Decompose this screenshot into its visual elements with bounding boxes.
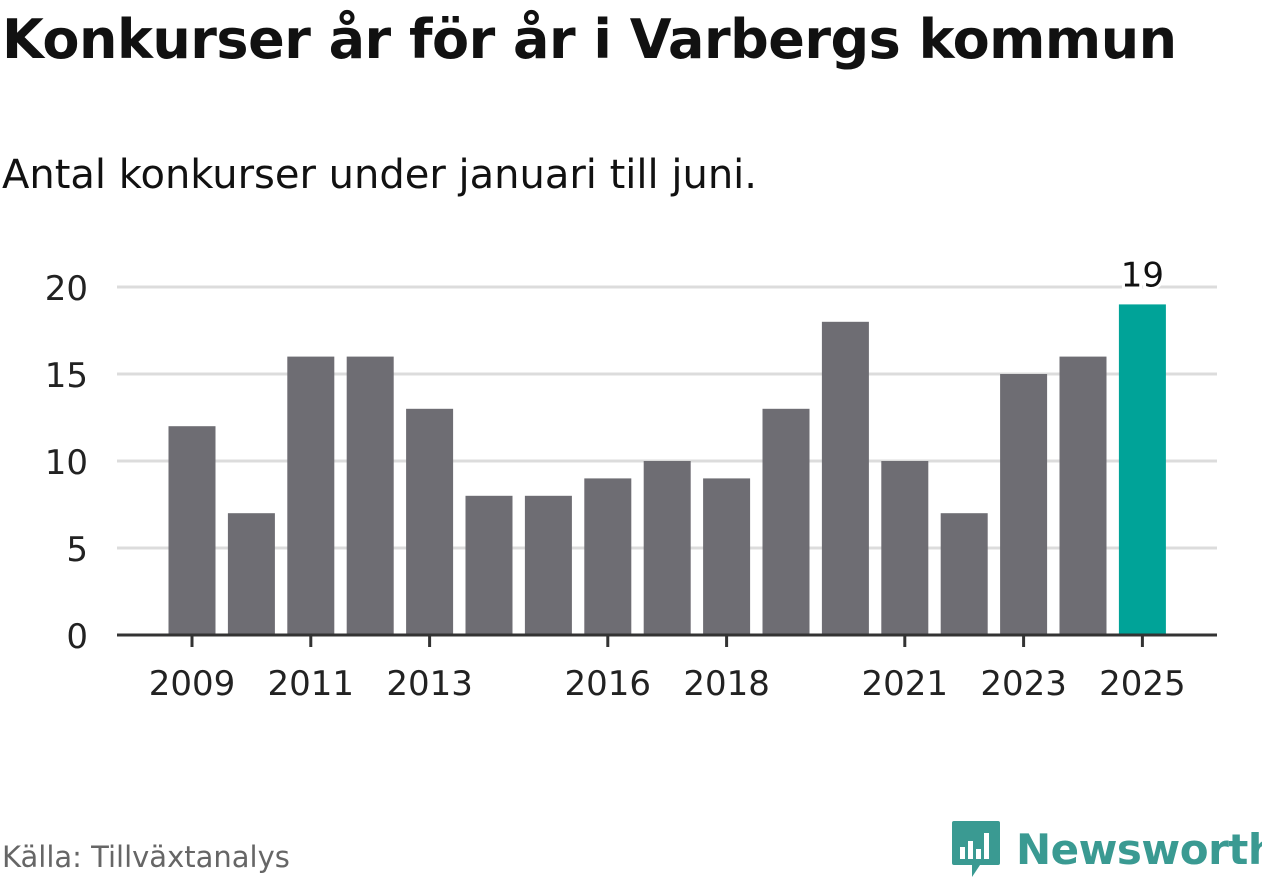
- x-tick-label: 2013: [386, 664, 473, 704]
- labels: 0 5 10 15 20 19 2009 2011 2013 2016 2018 2021 2023 20…: [45, 252, 1186, 704]
- bar: [168, 426, 216, 635]
- y-tick-label: 5: [66, 530, 88, 570]
- x-tick-label: 2011: [268, 664, 355, 704]
- data-label: 19: [1121, 255, 1164, 295]
- bar: [584, 478, 632, 635]
- brand-name: Newsworthy: [1016, 824, 1262, 874]
- bar: [703, 478, 751, 635]
- bar: [821, 321, 869, 635]
- bar: [1000, 374, 1048, 635]
- y-tick-label: 10: [45, 443, 88, 483]
- bar: [643, 461, 691, 635]
- x-tick-label: 2023: [980, 664, 1067, 704]
- bar: [287, 356, 335, 635]
- bar: [406, 408, 454, 635]
- bar: [346, 356, 394, 635]
- bar: [1118, 304, 1166, 635]
- chart-speech-bubble-icon: [950, 819, 1002, 879]
- y-tick-label: 0: [66, 617, 88, 657]
- bar: [1059, 356, 1107, 635]
- brand-logo: Newsworthy: [950, 818, 1262, 880]
- chart-subtitle: Antal konkurser under januari till juni.: [2, 152, 757, 198]
- bar: [881, 461, 929, 635]
- bar: [940, 513, 988, 635]
- x-tick-label: 2009: [149, 664, 236, 704]
- bar: [762, 408, 810, 635]
- bar: [524, 495, 572, 635]
- x-tick-label: 2018: [683, 664, 770, 704]
- x-tick-label: 2016: [565, 664, 652, 704]
- source-note: Källa: Tillväxtanalys: [2, 840, 290, 874]
- y-tick-label: 20: [45, 269, 88, 309]
- bar: [227, 513, 275, 635]
- x-tick-label: 2021: [862, 664, 949, 704]
- x-tick-label: 2025: [1099, 664, 1186, 704]
- y-tick-label: 15: [45, 356, 88, 396]
- bars: [168, 304, 1166, 635]
- bar: [465, 495, 513, 635]
- axes: [117, 633, 1217, 647]
- chart-title: Konkurser år för år i Varbergs kommun: [2, 8, 1177, 71]
